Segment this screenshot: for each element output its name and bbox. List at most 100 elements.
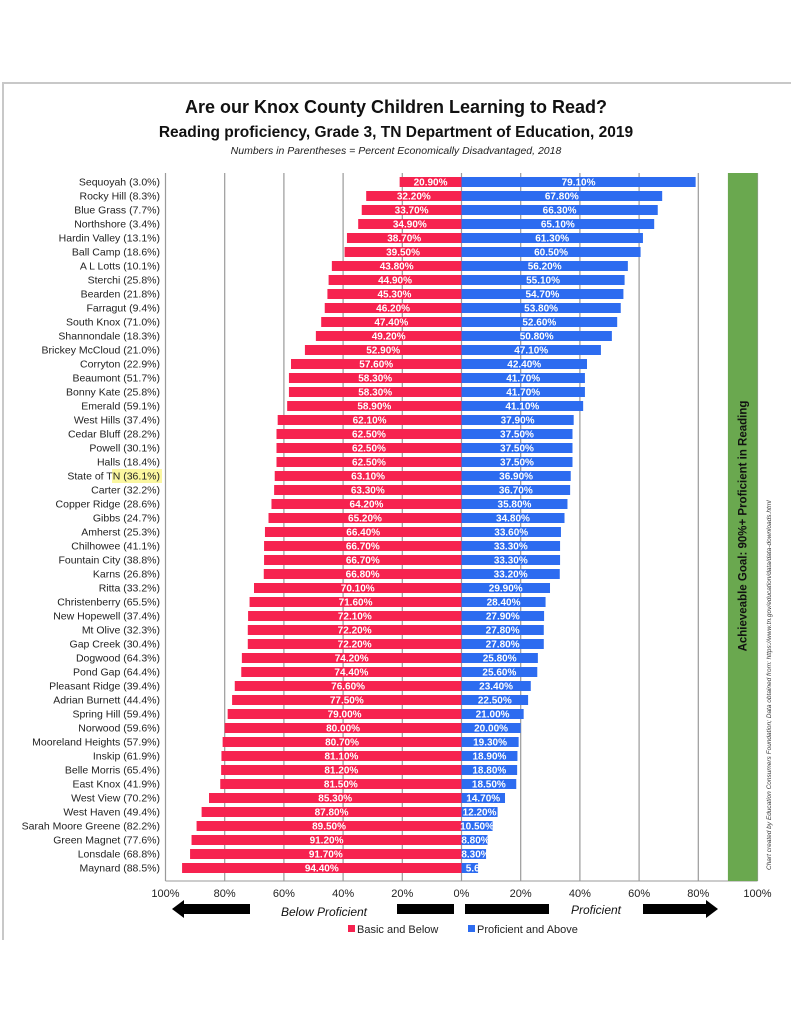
category-label: Ritta (33.2%) [99, 583, 160, 595]
data-label-basic: 65.20% [348, 514, 382, 525]
data-label-proficient: 52.60% [522, 318, 556, 329]
bar-basic-and-below [224, 723, 462, 733]
category-label: Northshore (3.4%) [74, 219, 160, 231]
category-label: Mt Olive (32.3%) [82, 625, 160, 637]
data-label-proficient: 67.80% [545, 192, 579, 203]
data-label-proficient: 28.40% [487, 598, 521, 609]
data-label-proficient: 8.80% [461, 836, 489, 847]
category-label: Maynard (88.5%) [79, 863, 160, 875]
data-label-basic: 66.70% [346, 542, 380, 553]
x-axis-ticks: 100% 80% 60% 40% 20% 0% 20% 40% 60% 80% 100% [151, 888, 771, 900]
bar-proficient-and-above [461, 429, 573, 439]
data-label-basic: 66.80% [346, 570, 380, 581]
bar-basic-and-below [366, 191, 462, 201]
x-tick-label: 40% [332, 888, 354, 900]
bar-proficient-and-above [461, 555, 561, 565]
category-label: Powell (30.1%) [89, 443, 160, 455]
bar-proficient-and-above [461, 667, 538, 677]
data-label-basic: 72.20% [338, 626, 372, 637]
data-label-basic: 58.90% [357, 402, 391, 413]
category-label: Sterchi (25.8%) [88, 275, 160, 287]
category-label: Gap Creek (30.4%) [70, 639, 160, 651]
bar-basic-and-below [182, 863, 462, 873]
data-label-proficient: 14.70% [466, 794, 500, 805]
category-label: Green Magnet (77.6%) [53, 835, 160, 847]
bar-basic-and-below [209, 793, 462, 803]
category-label: Carter (32.2%) [91, 485, 160, 497]
category-label: West Hills (37.4%) [74, 415, 160, 427]
legend-swatch-basic [348, 925, 355, 932]
bars-group: 20.90% 79.10% 32.20% 67.80% 33.70% 66.30% 34.9… [182, 177, 696, 875]
bar-proficient-and-above [461, 401, 584, 411]
data-label-basic: 58.30% [358, 374, 392, 385]
data-label-proficient: 50.80% [520, 332, 554, 343]
bar-basic-and-below [227, 709, 462, 719]
bar-proficient-and-above [461, 625, 544, 635]
data-label-basic: 81.10% [325, 752, 359, 763]
bar-basic-and-below [327, 289, 462, 299]
category-label: Lonsdale (68.8%) [78, 849, 160, 861]
data-label-proficient: 27.80% [486, 626, 520, 637]
bar-proficient-and-above [461, 681, 531, 691]
data-label-basic: 66.40% [346, 528, 380, 539]
data-label-proficient: 42.40% [507, 360, 541, 371]
data-label-basic: 63.30% [351, 486, 385, 497]
legend: Basic and Below Proficient and Above [348, 924, 578, 936]
bar-proficient-and-above [461, 821, 493, 831]
bar-basic-and-below [291, 359, 462, 369]
data-label-proficient: 65.10% [541, 220, 575, 231]
bar-basic-and-below [264, 555, 462, 565]
data-label-proficient: 23.40% [479, 682, 513, 693]
bar-basic-and-below [222, 737, 462, 747]
bar-basic-and-below [196, 821, 462, 831]
bar-basic-and-below [276, 443, 462, 453]
data-label-basic: 62.50% [352, 444, 386, 455]
data-label-basic: 70.10% [341, 584, 375, 595]
category-label: Karns (26.8%) [93, 569, 160, 581]
bar-basic-and-below [399, 177, 462, 187]
bar-basic-and-below [263, 569, 462, 579]
arrow-left-icon [172, 900, 250, 918]
bar-basic-and-below [268, 513, 462, 523]
category-label: A L Lotts (10.1%) [80, 261, 160, 273]
bar-proficient-and-above [461, 373, 585, 383]
category-label: East Knox (41.9%) [72, 779, 160, 791]
bar-basic-and-below [220, 779, 462, 789]
category-label: Beaumont (51.7%) [72, 373, 160, 385]
goal-band-label: Achieveable Goal: 90%+ Proficient in Rea… [738, 401, 750, 652]
bar-proficient-and-above [461, 779, 517, 789]
data-label-proficient: 33.20% [494, 570, 528, 581]
data-label-basic: 80.00% [326, 724, 360, 735]
arrow-segment [465, 904, 549, 914]
data-label-proficient: 47.10% [514, 346, 548, 357]
bar-proficient-and-above [461, 387, 585, 397]
bar-basic-and-below [321, 317, 462, 327]
bar-basic-and-below [241, 653, 462, 663]
data-label-proficient: 21.00% [476, 710, 510, 721]
bar-proficient-and-above [461, 723, 521, 733]
bar-proficient-and-above [461, 793, 506, 803]
data-label-basic: 62.50% [352, 458, 386, 469]
bar-basic-and-below [190, 849, 462, 859]
bar-proficient-and-above [461, 177, 696, 187]
bar-proficient-and-above [461, 359, 588, 369]
data-label-proficient: 19.30% [473, 738, 507, 749]
category-label: Amherst (25.3%) [81, 527, 160, 539]
data-label-proficient: 79.10% [562, 178, 596, 189]
bar-basic-and-below [271, 499, 462, 509]
data-label-basic: 43.80% [380, 262, 414, 273]
bar-proficient-and-above [461, 219, 655, 229]
category-label: Ball Camp (18.6%) [72, 247, 160, 259]
category-label: Chilhowee (41.1%) [71, 541, 160, 553]
category-label: Belle Morris (65.4%) [65, 765, 160, 777]
bar-basic-and-below [264, 541, 462, 551]
bar-proficient-and-above [461, 191, 663, 201]
category-label: Sequoyah (3.0%) [79, 177, 160, 189]
category-label: Inskip (61.9%) [93, 751, 160, 763]
data-label-proficient: 34.80% [496, 514, 530, 525]
category-label: Adrian Burnett (44.4%) [53, 695, 160, 707]
data-label-basic: 39.50% [386, 248, 420, 259]
bar-proficient-and-above [461, 443, 573, 453]
data-label-basic: 49.20% [372, 332, 406, 343]
data-label-basic: 62.50% [352, 430, 386, 441]
